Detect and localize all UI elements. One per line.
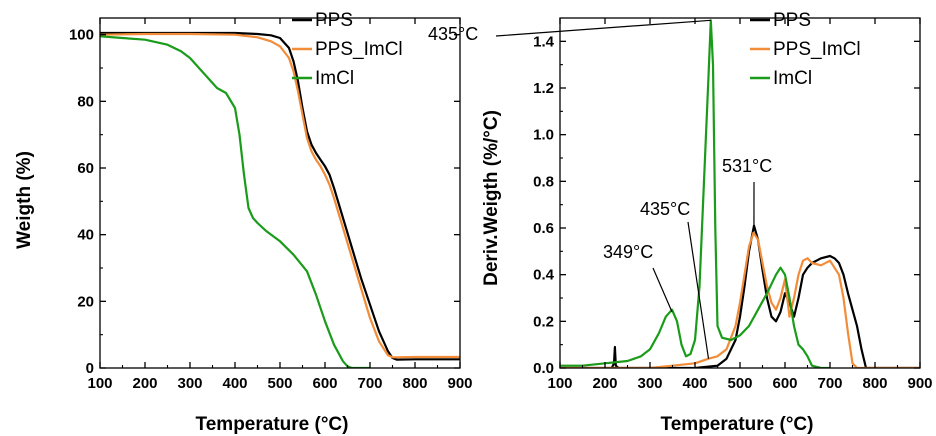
panel-2: 100 200 300 400 500 600 700 800 900 0.0 0.2 0.4 0.6 0… [428,10,933,435]
legend: PPS PPS_ImCl ImCl [750,10,861,89]
annotation-label: 435°C [428,24,478,44]
x-tick-label: 100 [87,375,112,392]
annotation-leader [495,19,711,37]
series-line-imcl [100,35,370,368]
x-tick-label: 500 [727,375,752,392]
x-tick-label: 300 [177,375,202,392]
x-tick-label: 900 [907,375,932,392]
y-tick-label: 100 [69,27,94,44]
y-tick-label: 20 [77,293,94,310]
legend-label: PPS_ImCl [315,39,403,60]
series-line-pps [100,31,460,361]
annotation-label: 349°C [603,242,653,262]
x-tick-label: 800 [862,375,887,392]
legend-label: ImCl [773,68,812,89]
annotation-leader [652,267,673,313]
x-tick-label: 100 [547,375,572,392]
y-tick-label: 1.0 [533,127,554,144]
x-tick-label: 200 [132,375,157,392]
y-tick-label: 1.4 [533,33,555,50]
legend-label: PPS_ImCl [773,39,861,60]
y-tick-label: 1.2 [533,80,554,97]
y-tick-label: 0 [86,360,94,377]
series-line-pps [560,224,920,368]
series-line-pps-imcl [560,231,920,368]
y-tick-label: 80 [77,93,94,110]
x-tick-label: 600 [772,375,797,392]
panel-1: 100 200 300 400 500 600 700 800 900 0 20 40 60 80 100 T… [14,10,473,435]
x-tick-label: 400 [682,375,707,392]
y-axis-label: Deriv.Weigth (%/°C) [481,110,502,286]
series-line-pps-imcl [100,32,460,359]
annotation-leader [687,221,710,359]
x-tick-label: 900 [447,375,472,392]
y-tick-label: 40 [77,227,94,244]
y-tick-label: 0.0 [533,360,554,377]
legend-label: PPS [315,10,353,31]
x-tick-label: 700 [817,375,842,392]
x-axis-label: Temperature (°C) [661,414,814,435]
y-tick-label: 60 [77,160,94,177]
y-tick-label: 0.2 [533,313,554,330]
x-tick-label: 300 [637,375,662,392]
x-tick-label: 500 [267,375,292,392]
x-tick-label: 800 [402,375,427,392]
x-axis-label: Temperature (°C) [196,414,349,435]
x-tick-label: 700 [357,375,382,392]
y-axis-label: Weigth (%) [14,151,35,249]
series-line-imcl [560,19,830,368]
x-tick-label: 200 [592,375,617,392]
legend: PPS PPS_ImCl ImCl [292,10,403,89]
plot-frame [99,17,461,369]
legend-label: ImCl [315,68,354,89]
x-tick-label: 600 [312,375,337,392]
legend-label: PPS [773,10,811,31]
annotation-label: 435°C [640,199,690,219]
y-tick-label: 0.4 [533,267,555,284]
x-tick-label: 400 [222,375,247,392]
y-tick-label: 0.8 [533,173,554,190]
annotation-label: 531°C [722,156,772,176]
y-tick-label: 0.6 [533,220,554,237]
